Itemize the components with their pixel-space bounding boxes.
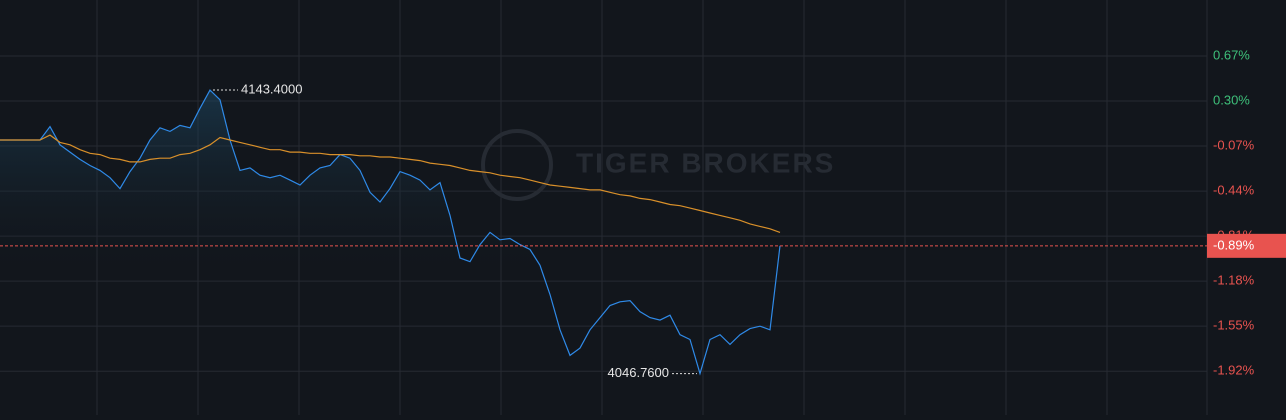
area (0, 90, 780, 415)
y-tick-label: -1.55% (1213, 318, 1255, 333)
current-label: -0.89% (1213, 237, 1255, 252)
y-tick-label: -1.92% (1213, 363, 1255, 378)
y-tick-label: -0.07% (1213, 137, 1255, 152)
y-tick-label: -1.18% (1213, 273, 1255, 288)
watermark-logo (481, 129, 553, 201)
y-tick-label: 0.30% (1213, 92, 1250, 107)
high-label: 4143.4000 (241, 81, 302, 96)
y-tick-label: -0.44% (1213, 183, 1255, 198)
y-tick-label: 0.67% (1213, 47, 1250, 62)
current-tag (1207, 233, 1286, 258)
line (0, 89, 781, 376)
watermark: TIGER BROKERS (576, 147, 835, 178)
low-label: 4046.7600 (608, 365, 669, 380)
line (0, 134, 781, 233)
